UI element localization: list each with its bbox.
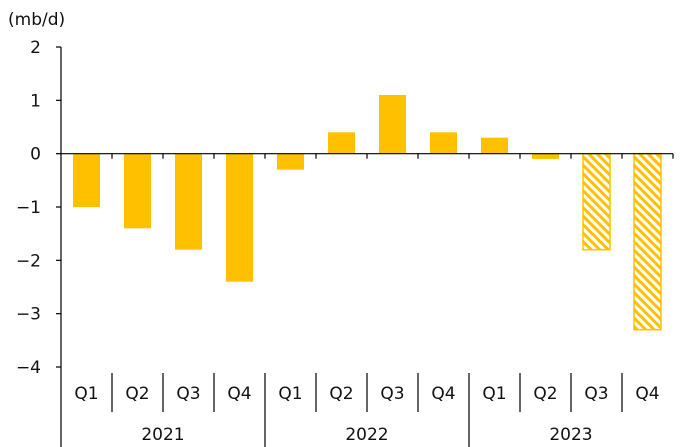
year-labels: 2021 2022 2023 bbox=[141, 425, 592, 445]
year-label: 2023 bbox=[549, 425, 592, 445]
category-labels: Q1 Q2 Q3 Q4 Q1 Q2 Q3 Q4 Q1 Q2 Q3 Q4 bbox=[74, 384, 659, 404]
y-tick-label: −3 bbox=[16, 305, 41, 325]
bar-6 bbox=[328, 132, 355, 154]
y-tick-label: 0 bbox=[30, 145, 41, 165]
y-tick-label: 2 bbox=[30, 38, 41, 58]
unit-label: (mb/d) bbox=[8, 10, 65, 30]
bar-11 bbox=[582, 152, 611, 251]
bar-5 bbox=[277, 153, 304, 170]
bar-7 bbox=[379, 95, 406, 154]
y-tick-label: −2 bbox=[16, 251, 41, 271]
y-tick-label: −4 bbox=[16, 358, 41, 378]
bars bbox=[73, 95, 662, 331]
category-label: Q1 bbox=[482, 384, 506, 404]
category-label: Q1 bbox=[278, 384, 302, 404]
category-label: Q3 bbox=[584, 384, 608, 404]
bar-4 bbox=[226, 153, 253, 282]
y-tick-label: 1 bbox=[30, 91, 41, 111]
category-label: Q2 bbox=[533, 384, 557, 404]
year-label: 2021 bbox=[141, 425, 184, 445]
axes bbox=[56, 46, 674, 447]
category-label: Q4 bbox=[227, 384, 251, 404]
category-label: Q2 bbox=[329, 384, 353, 404]
year-label: 2022 bbox=[345, 425, 388, 445]
category-label: Q4 bbox=[635, 384, 659, 404]
bar-8 bbox=[430, 132, 457, 154]
category-label: Q2 bbox=[125, 384, 149, 404]
bar-1 bbox=[73, 153, 100, 207]
bar-2 bbox=[124, 153, 151, 229]
category-label: Q1 bbox=[74, 384, 98, 404]
bar-9 bbox=[481, 137, 508, 154]
bar-3 bbox=[175, 153, 202, 250]
category-label: Q3 bbox=[176, 384, 200, 404]
bar-12 bbox=[633, 152, 662, 331]
category-label: Q4 bbox=[431, 384, 455, 404]
y-tick-label: −1 bbox=[16, 198, 41, 218]
category-label: Q3 bbox=[380, 384, 404, 404]
y-tick-labels: 2 1 0 −1 −2 −3 −4 bbox=[16, 38, 41, 378]
bar-10 bbox=[532, 153, 559, 159]
